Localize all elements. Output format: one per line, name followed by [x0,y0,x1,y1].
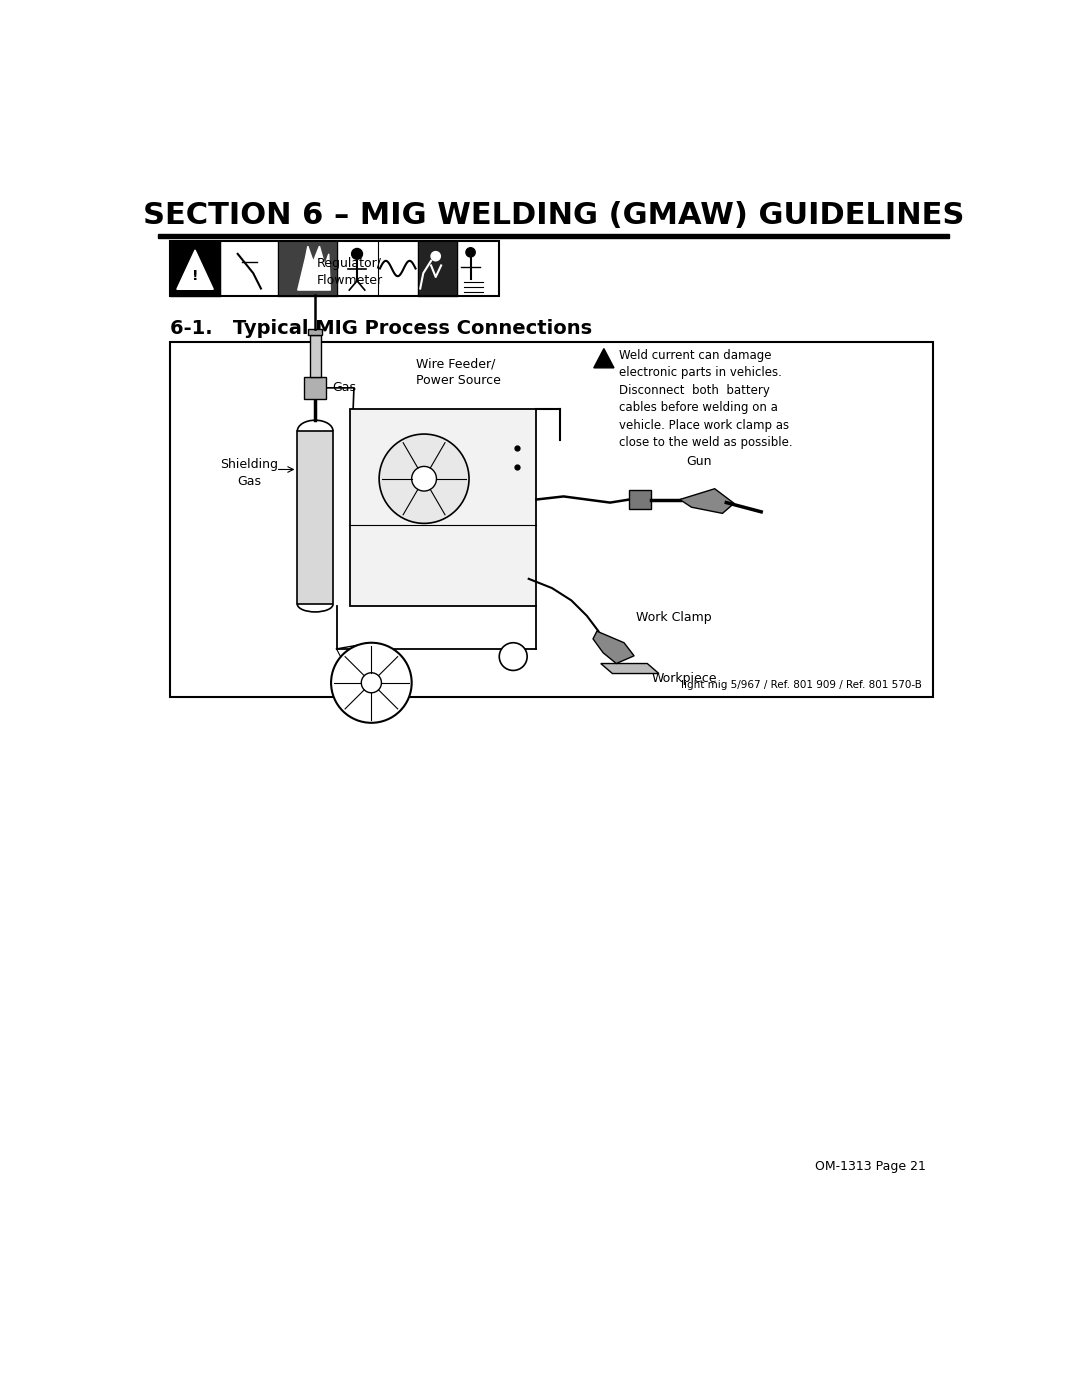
Bar [279,240,337,296]
Bar [310,335,321,377]
Polygon shape [593,631,634,664]
Polygon shape [298,246,330,291]
Text: !: ! [192,270,199,284]
Text: Regulator/
Flowmeter: Regulator/ Flowmeter [316,257,383,286]
Bar [170,240,499,296]
Polygon shape [679,489,734,513]
Polygon shape [177,250,213,289]
Circle shape [362,673,381,693]
Bar [170,342,933,697]
Circle shape [431,251,441,261]
Text: Weld current can damage
electronic parts in vehicles.
Disconnect  both  battery
: Weld current can damage electronic parts… [619,349,793,448]
Text: SECTION 6 – MIG WELDING (GMAW) GUIDELINES: SECTION 6 – MIG WELDING (GMAW) GUIDELINE… [143,201,964,231]
Circle shape [411,467,436,490]
Bar [159,233,948,239]
Circle shape [352,249,363,260]
Bar [350,409,537,606]
Bar [305,377,326,398]
Polygon shape [594,349,613,367]
Text: light mig 5/967 / Ref. 801 909 / Ref. 801 570-B: light mig 5/967 / Ref. 801 909 / Ref. 80… [680,680,921,690]
Circle shape [465,247,475,257]
Text: OM-1313 Page 21: OM-1313 Page 21 [814,1160,926,1173]
Bar [297,432,333,605]
Text: 6-1.   Typical MIG Process Connections: 6-1. Typical MIG Process Connections [170,319,592,338]
Bar [418,240,457,296]
Circle shape [332,643,411,722]
Bar [170,240,220,296]
Circle shape [379,434,469,524]
Polygon shape [600,664,659,673]
Circle shape [499,643,527,671]
Text: Work Clamp: Work Clamp [636,610,712,624]
Text: Gun: Gun [687,454,712,468]
Text: Workpiece: Workpiece [651,672,717,686]
Bar [630,490,651,509]
Text: Shielding
Gas: Shielding Gas [220,458,279,489]
Text: Gas: Gas [333,381,356,394]
Text: Wire Feeder/
Power Source: Wire Feeder/ Power Source [416,358,501,387]
Bar [308,328,322,335]
